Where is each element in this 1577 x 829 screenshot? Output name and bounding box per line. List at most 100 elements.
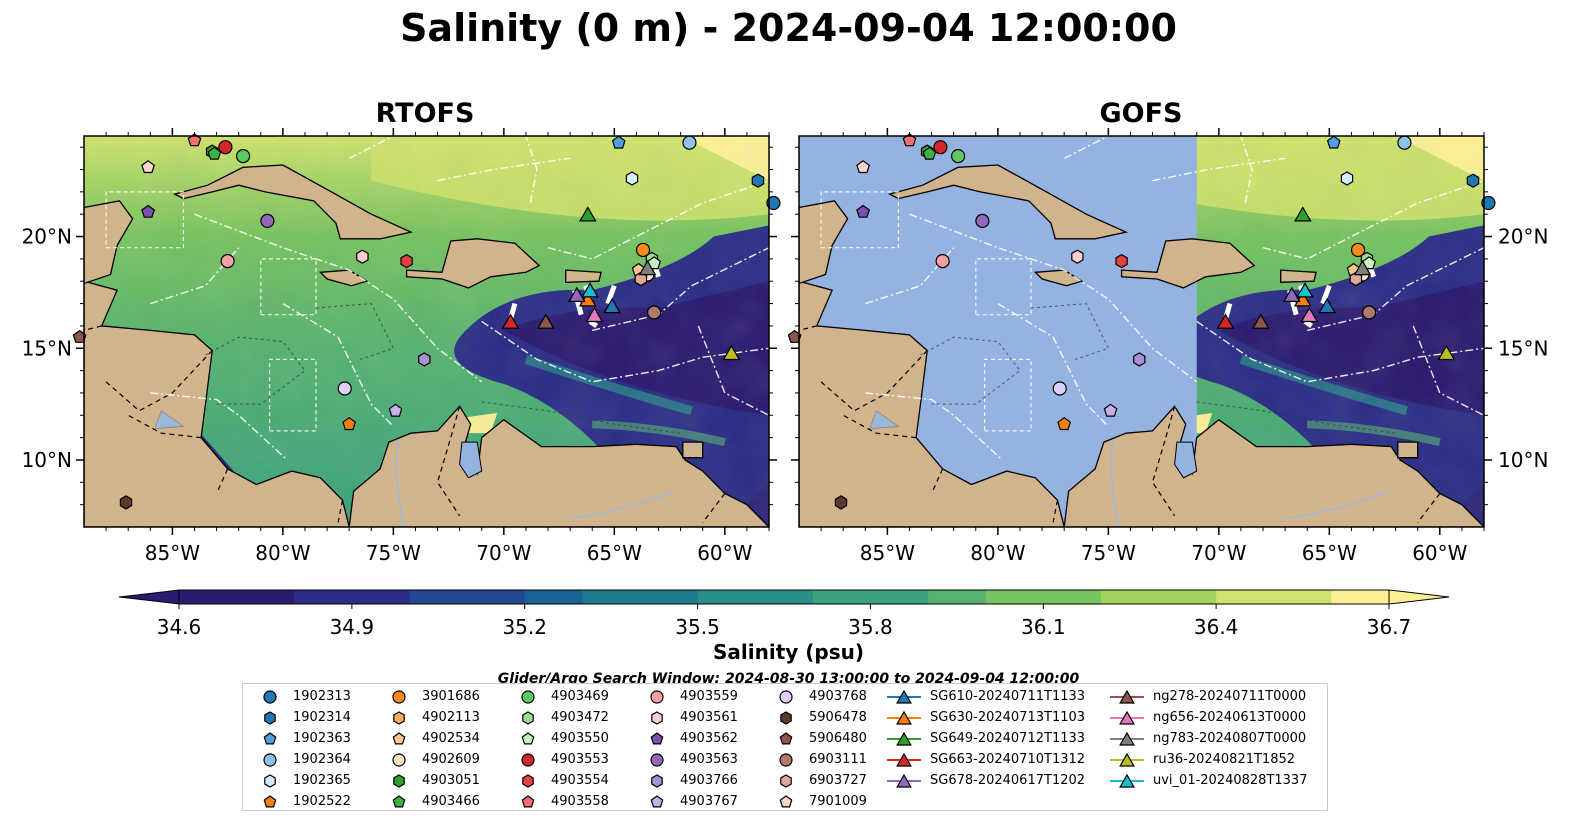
legend-hexagon-icon bbox=[651, 711, 663, 725]
argo-float-4903563 bbox=[975, 213, 990, 229]
argo-float-1902365 bbox=[625, 171, 639, 186]
legend-label: ng783-20240807T0000 bbox=[1153, 731, 1307, 746]
argo-float-4903767 bbox=[388, 403, 403, 417]
lon-tick-label: 85°W bbox=[860, 541, 915, 565]
argo-float-1902363 bbox=[1326, 135, 1341, 149]
argo-float-4903562 bbox=[856, 204, 871, 218]
legend-label: 4903051 bbox=[422, 773, 480, 788]
lat-tick-label: 15°N bbox=[22, 336, 72, 360]
legend-label: 4903469 bbox=[551, 689, 609, 704]
argo-float-6903727 bbox=[634, 271, 648, 287]
legend-glider-icon bbox=[1119, 689, 1135, 704]
lon-tick-label: 70°W bbox=[476, 541, 531, 565]
colorbar-swatch bbox=[1216, 590, 1275, 604]
legend-hexagon-icon bbox=[780, 711, 792, 725]
land-trinidad bbox=[682, 441, 704, 459]
legend-label: ru36-20240821T1852 bbox=[1153, 752, 1296, 767]
legend-label: SG663-20240710T1312 bbox=[930, 752, 1086, 767]
argo-float-4903766 bbox=[1133, 352, 1146, 367]
legend-label: 1902314 bbox=[293, 710, 351, 725]
argo-float-4903559 bbox=[220, 254, 235, 269]
legend-label: 4903559 bbox=[680, 689, 738, 704]
legend-label: 6903111 bbox=[809, 752, 867, 767]
argo-float-5906478 bbox=[119, 495, 133, 510]
colorbar-swatch bbox=[409, 590, 468, 604]
argo-float-1902522 bbox=[1057, 416, 1072, 431]
legend-label: 3901686 bbox=[422, 689, 480, 704]
land-central-america bbox=[799, 280, 1065, 527]
legend-hexagon-icon bbox=[522, 774, 534, 788]
land-south-america bbox=[1063, 405, 1484, 527]
glider-ng278-20240711T0000 bbox=[536, 313, 555, 329]
legend-pentagon-icon bbox=[392, 732, 406, 745]
legend-pentagon-icon bbox=[263, 795, 277, 808]
legend-hexagon-icon bbox=[651, 774, 663, 788]
legend-pentagon-icon bbox=[392, 795, 406, 808]
chart-title: Salinity (0 m) - 2024-09-04 12:00:00 bbox=[400, 6, 1177, 50]
legend-label: SG649-20240712T1133 bbox=[930, 731, 1086, 746]
panel-title-gofs: GOFS bbox=[1099, 98, 1183, 129]
glider-track bbox=[1303, 319, 1314, 328]
legend-circle-icon bbox=[779, 753, 793, 767]
glider-ru36-20240821T1852 bbox=[1437, 344, 1456, 361]
legend-glider-icon bbox=[896, 710, 912, 725]
colorbar-label: Salinity (psu) bbox=[712, 640, 864, 664]
argo-float-6903111 bbox=[646, 305, 662, 320]
colorbar-tick-label: 36.4 bbox=[1194, 615, 1239, 639]
argo-float-4903559 bbox=[935, 254, 950, 269]
glider-SG663-20240710T1312 bbox=[501, 313, 520, 329]
legend-pentagon-icon bbox=[263, 732, 277, 745]
argo-float-6903111 bbox=[1361, 305, 1377, 320]
lat-tick-label: 15°N bbox=[1498, 336, 1548, 360]
colorbar-tick-label: 36.1 bbox=[1021, 615, 1066, 639]
legend-label: SG678-20240617T1202 bbox=[930, 773, 1086, 788]
legend-pentagon-icon bbox=[521, 795, 535, 808]
legend-pentagon-icon bbox=[779, 795, 793, 808]
colorbar-swatch bbox=[1331, 590, 1390, 604]
legend-label: 4903553 bbox=[551, 752, 609, 767]
glider-ru36-20240821T1852 bbox=[722, 344, 741, 361]
argo-float-1902364 bbox=[682, 135, 697, 150]
legend-hexagon-icon bbox=[393, 774, 405, 788]
argo-float-1902522 bbox=[342, 416, 357, 431]
glider-track bbox=[1320, 284, 1332, 305]
land-hispaniola bbox=[1120, 238, 1256, 289]
legend-hexagon-icon bbox=[780, 774, 792, 788]
colorbar-swatch bbox=[524, 590, 583, 604]
argo-float-4903563 bbox=[260, 213, 275, 229]
legend-circle-icon bbox=[263, 690, 277, 704]
legend-label: 4903766 bbox=[680, 773, 738, 788]
lon-tick-label: 80°W bbox=[970, 541, 1025, 565]
argo-float-1902314 bbox=[751, 173, 765, 188]
argo-float-1902313 bbox=[1481, 195, 1496, 211]
legend-circle-icon bbox=[392, 753, 406, 767]
legend-label: ng656-20240613T0000 bbox=[1153, 710, 1307, 725]
land-trinidad bbox=[1397, 441, 1419, 459]
lon-tick-label: 60°W bbox=[697, 541, 752, 565]
legend-label: 4902113 bbox=[422, 710, 480, 725]
glider-ng656-20240613T0000 bbox=[1300, 306, 1319, 323]
lon-tick-label: 75°W bbox=[366, 541, 421, 565]
colorbar-swatch bbox=[870, 590, 929, 604]
argo-float-4903554 bbox=[1115, 253, 1128, 269]
colorbar-extend-max bbox=[1388, 589, 1450, 605]
colorbar-tick-label: 35.5 bbox=[675, 615, 720, 639]
legend-pentagon-icon bbox=[650, 732, 664, 745]
legend-hexagon-icon bbox=[522, 711, 534, 725]
legend-label: 6903727 bbox=[809, 773, 867, 788]
glider-uvi_01-20240828T1337 bbox=[1296, 282, 1314, 298]
legend-label: 4903466 bbox=[422, 794, 480, 809]
colorbar-tick-label: 34.9 bbox=[330, 615, 375, 639]
argo-float-4903767 bbox=[1103, 403, 1118, 417]
legend-pentagon-icon bbox=[521, 732, 535, 745]
legend-label: uvi_01-20240828T1337 bbox=[1153, 773, 1308, 788]
colorbar-swatch bbox=[1043, 590, 1102, 604]
legend-label: 4903550 bbox=[551, 731, 609, 746]
legend-label: 4903561 bbox=[680, 710, 738, 725]
land-florida bbox=[935, 136, 991, 137]
colorbar-swatch bbox=[1273, 590, 1332, 604]
glider-ng783-20240807T0000 bbox=[638, 259, 657, 276]
colorbar-swatch bbox=[294, 590, 353, 604]
argo-float-5906480 bbox=[787, 329, 802, 343]
